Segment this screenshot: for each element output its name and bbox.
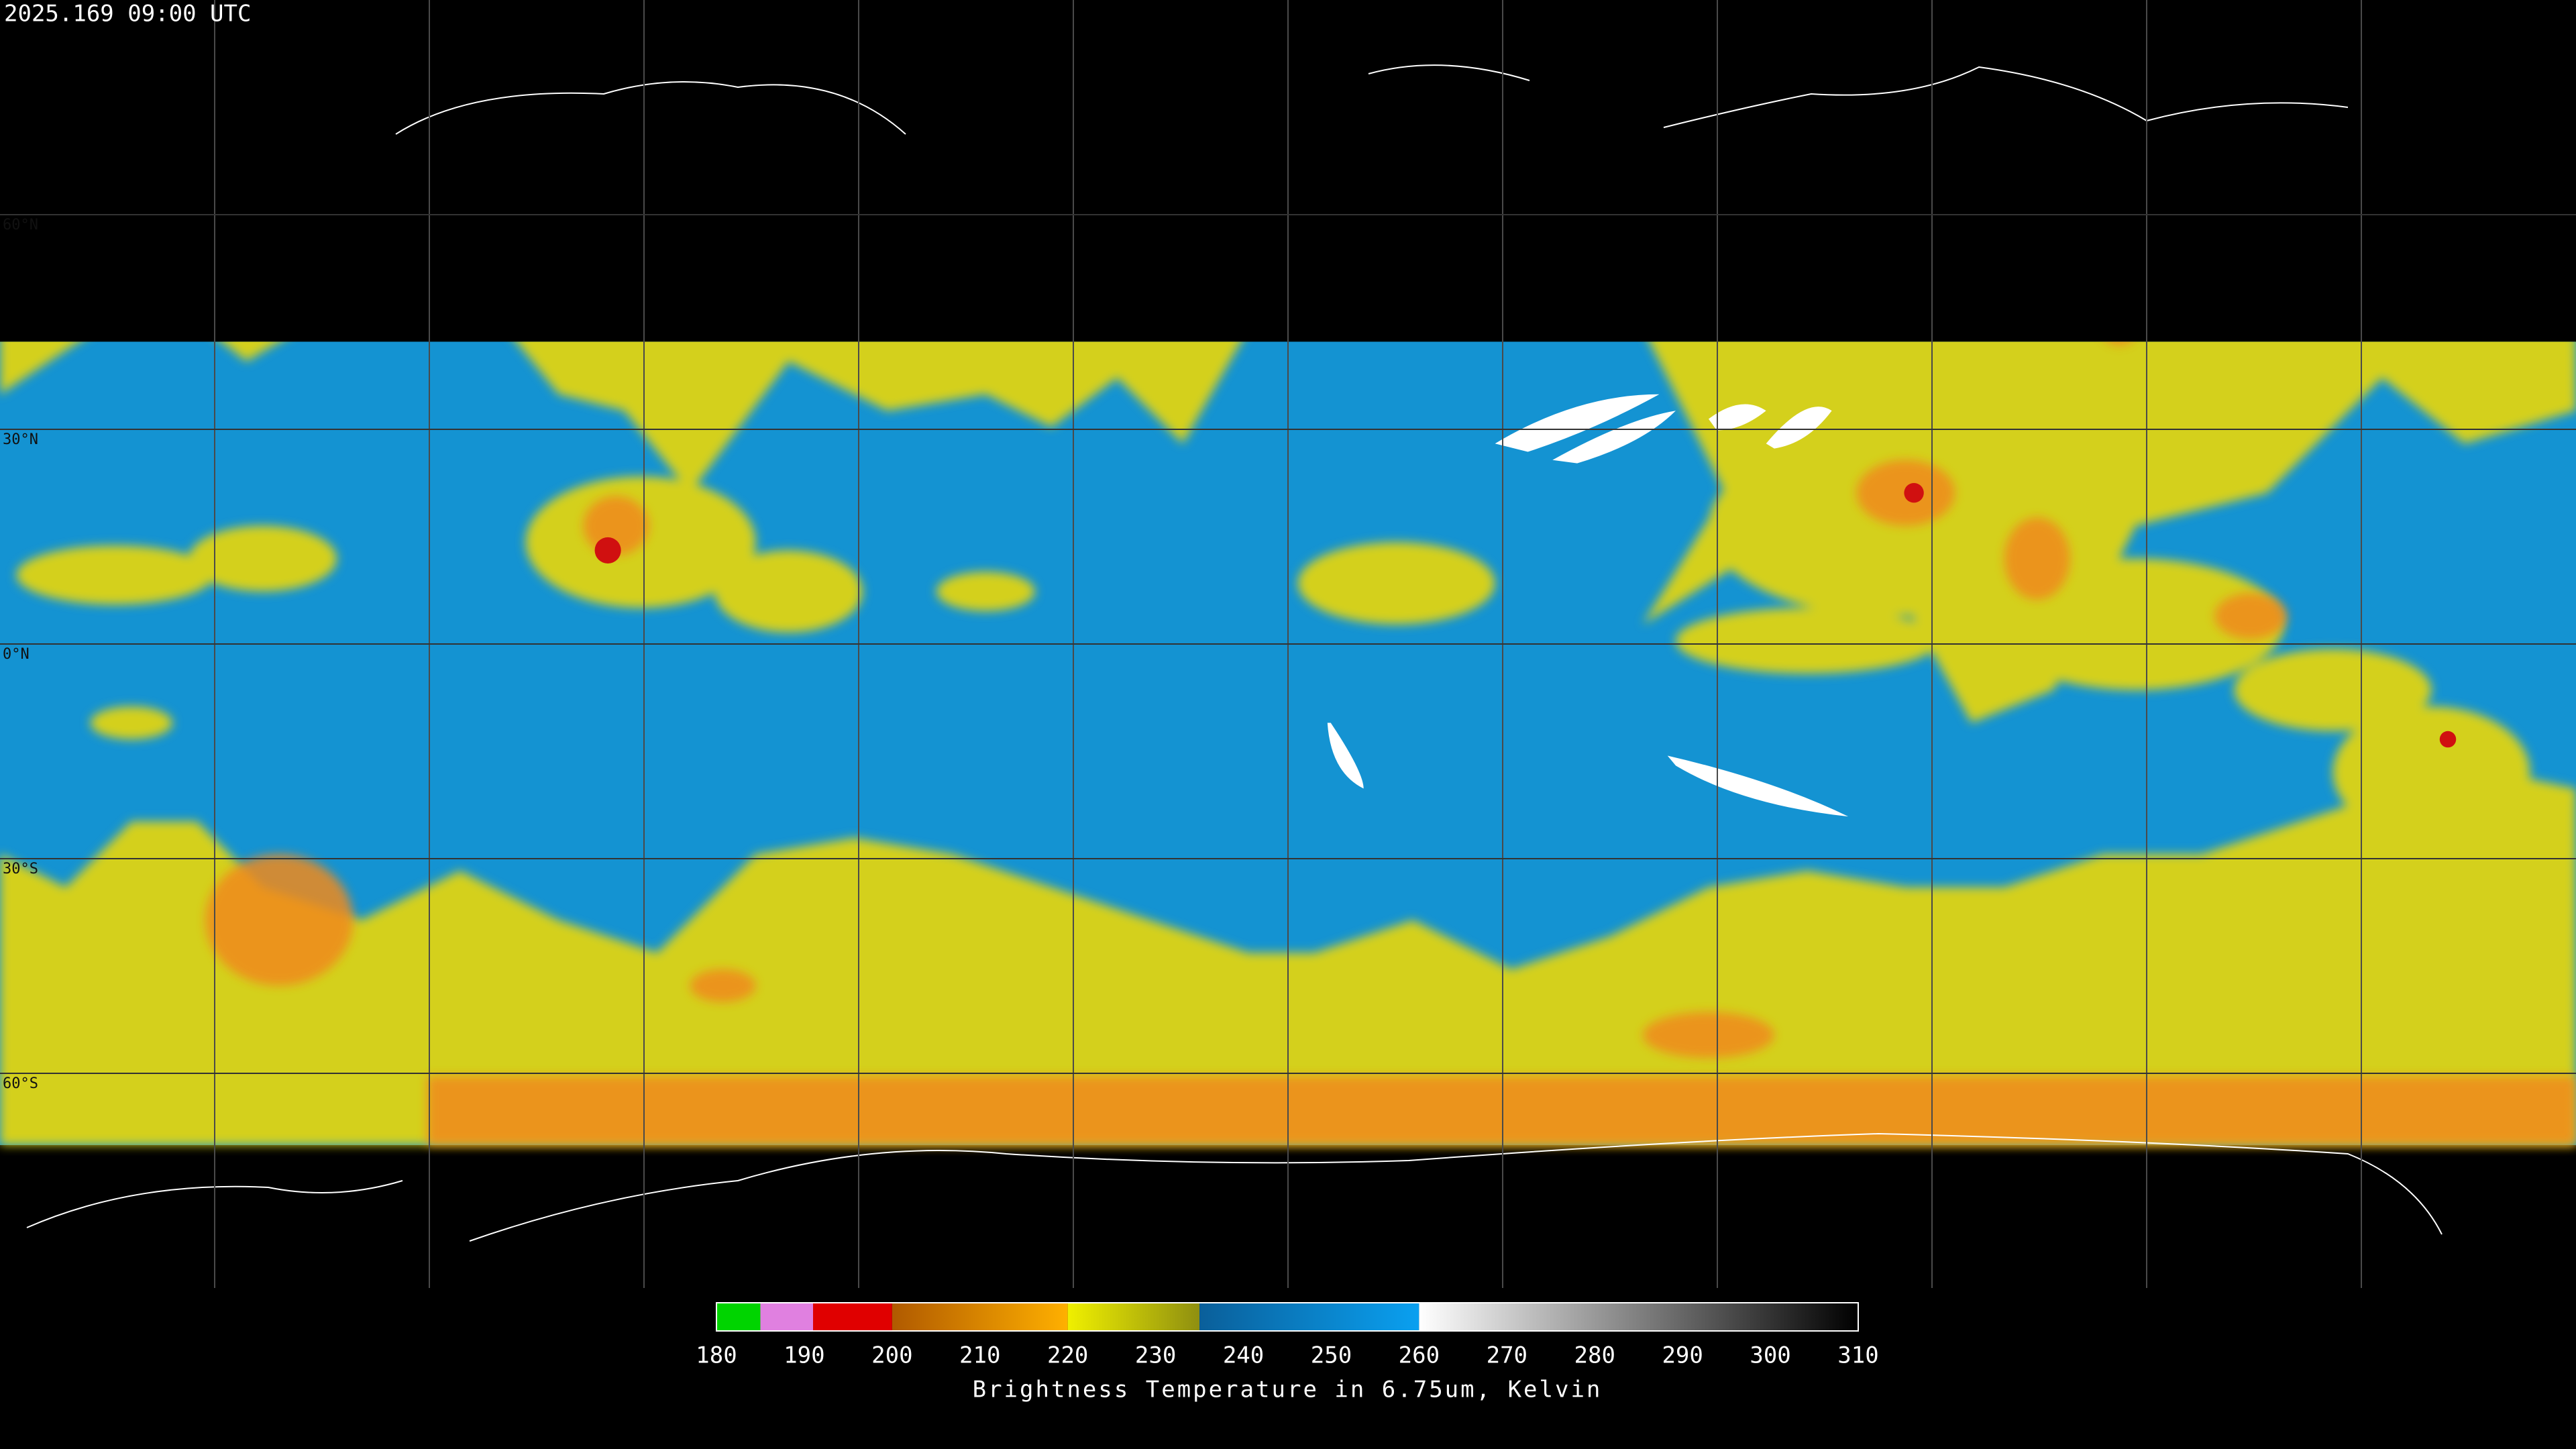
colorbar-segment — [1067, 1303, 1200, 1331]
colorbar-tick-label: 230 — [1135, 1342, 1176, 1369]
latitude-label: 30°S — [3, 861, 38, 877]
colorbar-tick-label: 290 — [1662, 1342, 1703, 1369]
colorbar-tick-label: 180 — [696, 1342, 737, 1369]
colorbar-tick-label: 310 — [1837, 1342, 1878, 1369]
very-dry — [1327, 394, 1849, 817]
timestamp: 2025.169 09:00 UTC — [4, 1, 251, 28]
graticule: 60°N 30°N 0°N 30°S 60°S — [0, 0, 2576, 1288]
coastlines — [26, 64, 2443, 1242]
colorbar-tick-label: 280 — [1574, 1342, 1615, 1369]
colorbar-tick-label: 240 — [1223, 1342, 1264, 1369]
colorbar-segment — [716, 1303, 761, 1331]
very-cold-tops — [594, 483, 2457, 748]
colorbar-frame — [716, 1302, 1859, 1332]
latitude-label: 60°N — [3, 217, 38, 233]
colorbar-tick-label: 250 — [1311, 1342, 1352, 1369]
colorbar-tick-label: 190 — [784, 1342, 824, 1369]
colorbar-tick-label: 270 — [1487, 1342, 1527, 1369]
latitude-label: 60°S — [3, 1075, 38, 1092]
colorbar-segment — [760, 1303, 814, 1331]
cold-tops — [205, 341, 2576, 1145]
colorbar-tick-label: 220 — [1047, 1342, 1088, 1369]
colorbar-segment — [892, 1303, 1068, 1331]
colorbar-segment — [1199, 1303, 1419, 1331]
colorbar-segment — [813, 1303, 892, 1331]
latitude-label: 30°N — [3, 431, 38, 448]
colorbar-segment — [1419, 1303, 1858, 1331]
latitude-label: 0°N — [3, 646, 30, 663]
colorbar: 180 190 200 210 220 230 240 250 260 270 280 290 300 3… — [696, 1302, 1879, 1403]
colorbar-tick-label: 200 — [871, 1342, 912, 1369]
colorbar-tick-label: 300 — [1750, 1342, 1790, 1369]
colorbar-tick-label: 210 — [959, 1342, 1000, 1369]
colorbar-title: Brightness Temperature in 6.75um, Kelvin — [973, 1377, 1603, 1403]
colorbar-tick-label: 260 — [1399, 1342, 1440, 1369]
